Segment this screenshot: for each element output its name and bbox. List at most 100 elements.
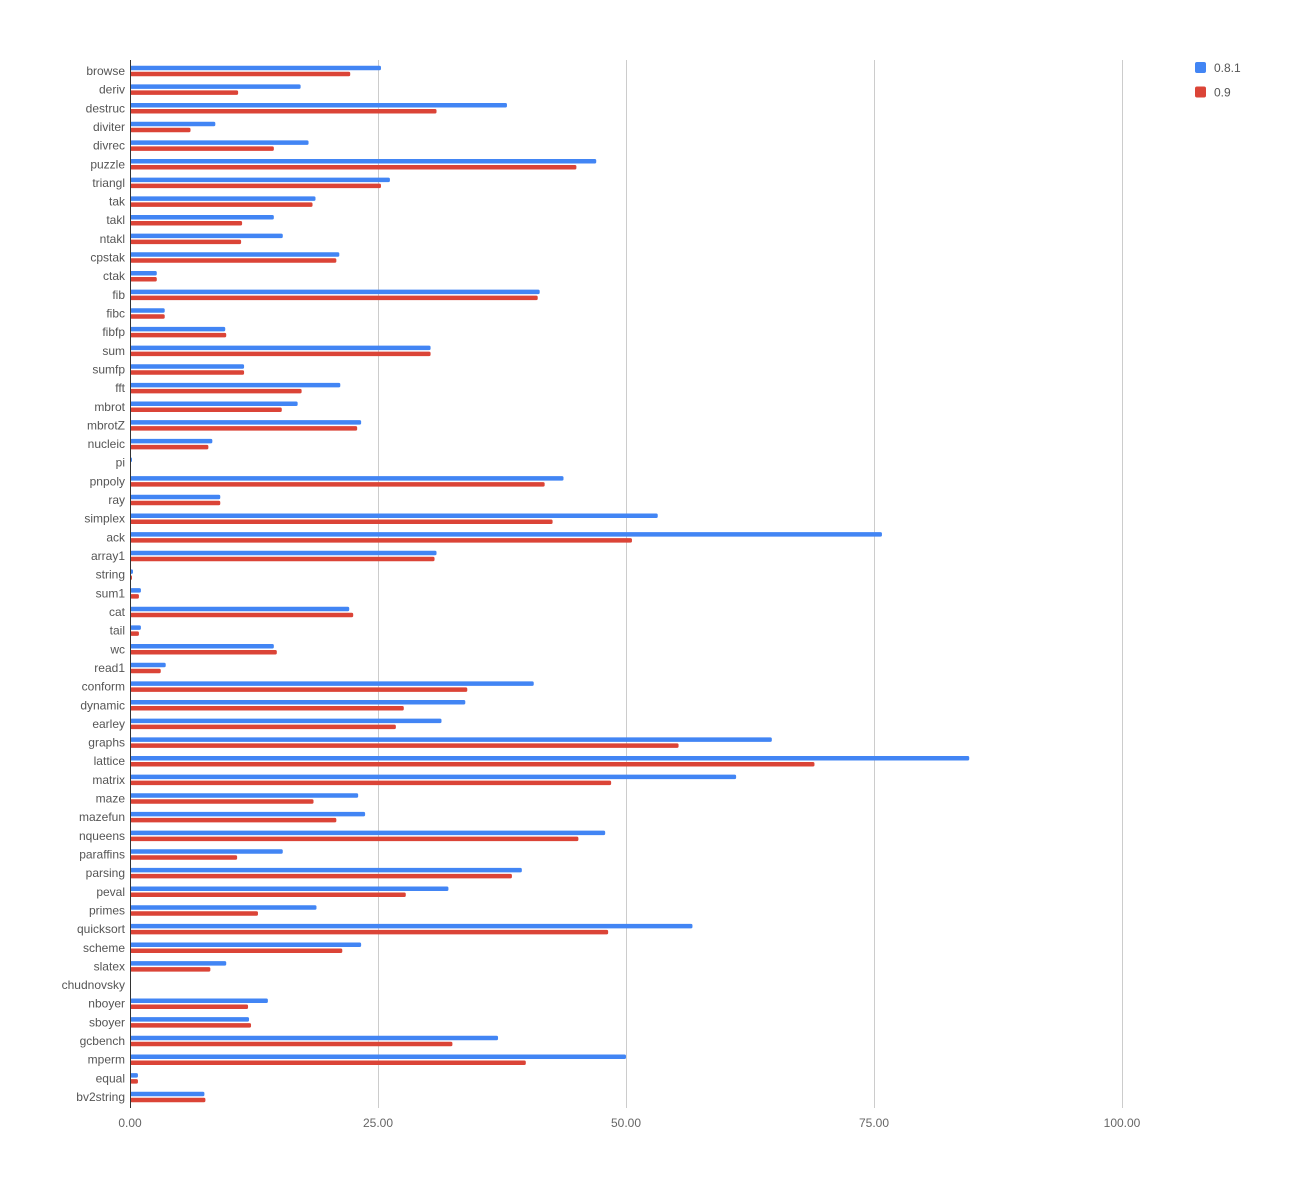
bar-destruc-0.9[interactable] [130, 109, 437, 114]
bar-graphs-0.8.1[interactable] [130, 737, 772, 742]
bar-primes-0.9[interactable] [130, 911, 258, 916]
bar-quicksort-0.9[interactable] [130, 929, 609, 935]
bar-ctak-0.9[interactable] [130, 276, 157, 282]
bar-dynamic-0.8.1[interactable] [130, 700, 466, 705]
bar-ack-0.8.1[interactable] [130, 532, 882, 537]
bar-scheme-0.9[interactable] [130, 948, 343, 954]
bar-tak-0.9[interactable] [130, 202, 313, 207]
bar-read1-0.8.1[interactable] [130, 662, 166, 668]
bar-mbrot-0.9[interactable] [130, 407, 282, 413]
bar-takl-0.8.1[interactable] [130, 214, 274, 220]
bar-wc-0.8.1[interactable] [130, 644, 274, 649]
bar-equal-0.8.1[interactable] [130, 1073, 138, 1078]
bar-slatex-0.9[interactable] [130, 967, 211, 972]
bar-nboyer-0.9[interactable] [130, 1004, 249, 1009]
bar-fft-0.8.1[interactable] [130, 382, 341, 388]
bar-quicksort-0.8.1[interactable] [130, 923, 693, 929]
bar-ntakl-0.9[interactable] [130, 239, 242, 245]
bar-lattice-0.9[interactable] [130, 761, 815, 767]
bar-ack-0.9[interactable] [130, 538, 632, 543]
bar-sum1-0.9[interactable] [130, 594, 139, 599]
bar-nucleic-0.9[interactable] [130, 444, 209, 450]
bar-tail-0.9[interactable] [130, 631, 139, 636]
bar-read1-0.9[interactable] [130, 668, 161, 674]
bar-sumfp-0.9[interactable] [130, 370, 245, 375]
bar-divrec-0.9[interactable] [130, 146, 274, 151]
bar-fib-0.9[interactable] [130, 295, 538, 301]
bar-equal-0.9[interactable] [130, 1079, 138, 1084]
bar-puzzle-0.9[interactable] [130, 165, 577, 170]
bar-peval-0.8.1[interactable] [130, 886, 449, 892]
bar-ray-0.8.1[interactable] [130, 494, 221, 500]
bar-maze-0.9[interactable] [130, 799, 314, 804]
bar-mperm-0.9[interactable] [130, 1060, 526, 1065]
bar-fibfp-0.8.1[interactable] [130, 326, 226, 332]
bar-paraffins-0.8.1[interactable] [130, 849, 283, 854]
bar-sboyer-0.8.1[interactable] [130, 1017, 250, 1022]
bar-parsing-0.9[interactable] [130, 873, 512, 879]
bar-mbrot-0.8.1[interactable] [130, 401, 298, 407]
bar-primes-0.8.1[interactable] [130, 905, 317, 910]
bar-deriv-0.9[interactable] [130, 90, 239, 95]
bar-conform-0.9[interactable] [130, 687, 468, 692]
bar-cpstak-0.8.1[interactable] [130, 252, 340, 257]
bar-sumfp-0.8.1[interactable] [130, 364, 245, 369]
bar-parsing-0.8.1[interactable] [130, 867, 522, 873]
bar-deriv-0.8.1[interactable] [130, 84, 301, 89]
bar-fib-0.8.1[interactable] [130, 289, 540, 295]
bar-takl-0.9[interactable] [130, 220, 243, 226]
bar-browse-0.9[interactable] [130, 71, 351, 77]
bar-sboyer-0.9[interactable] [130, 1023, 252, 1028]
bar-mazefun-0.9[interactable] [130, 817, 337, 823]
bar-cat-0.9[interactable] [130, 612, 354, 618]
bar-mbrotZ-0.9[interactable] [130, 426, 358, 431]
bar-peval-0.9[interactable] [130, 892, 406, 898]
bar-sum-0.9[interactable] [130, 351, 431, 357]
bar-divrec-0.8.1[interactable] [130, 140, 309, 145]
bar-tak-0.8.1[interactable] [130, 196, 316, 201]
bar-cpstak-0.9[interactable] [130, 258, 337, 263]
bar-ntakl-0.8.1[interactable] [130, 233, 283, 239]
bar-sum-0.8.1[interactable] [130, 345, 431, 351]
bar-browse-0.8.1[interactable] [130, 65, 381, 71]
bar-nucleic-0.8.1[interactable] [130, 438, 213, 444]
bar-fibc-0.9[interactable] [130, 314, 165, 319]
bar-gcbench-0.9[interactable] [130, 1041, 453, 1047]
bar-wc-0.9[interactable] [130, 650, 277, 655]
legend[interactable]: 0.8.1 0.9 [1195, 61, 1241, 100]
bar-matrix-0.8.1[interactable] [130, 774, 737, 780]
bar-paraffins-0.9[interactable] [130, 855, 238, 860]
bar-bv2string-0.9[interactable] [130, 1097, 206, 1103]
bar-bv2string-0.8.1[interactable] [130, 1091, 205, 1097]
bar-gcbench-0.8.1[interactable] [130, 1035, 499, 1041]
bar-pnpoly-0.9[interactable] [130, 482, 545, 487]
bar-maze-0.8.1[interactable] [130, 793, 359, 798]
bar-array1-0.8.1[interactable] [130, 550, 437, 556]
bar-diviter-0.9[interactable] [130, 127, 191, 133]
bar-destruc-0.8.1[interactable] [130, 103, 507, 108]
bar-ctak-0.8.1[interactable] [130, 270, 157, 276]
bar-dynamic-0.9[interactable] [130, 706, 404, 711]
bar-puzzle-0.8.1[interactable] [130, 159, 597, 164]
bar-mbrotZ-0.8.1[interactable] [130, 420, 362, 425]
bar-earley-0.8.1[interactable] [130, 718, 442, 724]
bar-ray-0.9[interactable] [130, 500, 221, 506]
bar-nboyer-0.8.1[interactable] [130, 998, 268, 1003]
bar-mazefun-0.8.1[interactable] [130, 811, 366, 817]
bar-matrix-0.9[interactable] [130, 780, 612, 786]
bar-cat-0.8.1[interactable] [130, 606, 350, 612]
bar-simplex-0.8.1[interactable] [130, 513, 658, 518]
bar-sum1-0.8.1[interactable] [130, 588, 141, 593]
bar-graphs-0.9[interactable] [130, 743, 679, 748]
bar-pnpoly-0.8.1[interactable] [130, 476, 564, 481]
bar-triangl-0.8.1[interactable] [130, 177, 390, 183]
bar-slatex-0.8.1[interactable] [130, 961, 227, 966]
bar-scheme-0.8.1[interactable] [130, 942, 362, 948]
bar-fibc-0.8.1[interactable] [130, 308, 165, 313]
bar-fibfp-0.9[interactable] [130, 332, 227, 338]
bar-mperm-0.8.1[interactable] [130, 1054, 626, 1059]
bar-diviter-0.8.1[interactable] [130, 121, 216, 127]
bar-earley-0.9[interactable] [130, 724, 396, 730]
bar-nqueens-0.9[interactable] [130, 836, 579, 842]
bar-simplex-0.9[interactable] [130, 519, 553, 524]
